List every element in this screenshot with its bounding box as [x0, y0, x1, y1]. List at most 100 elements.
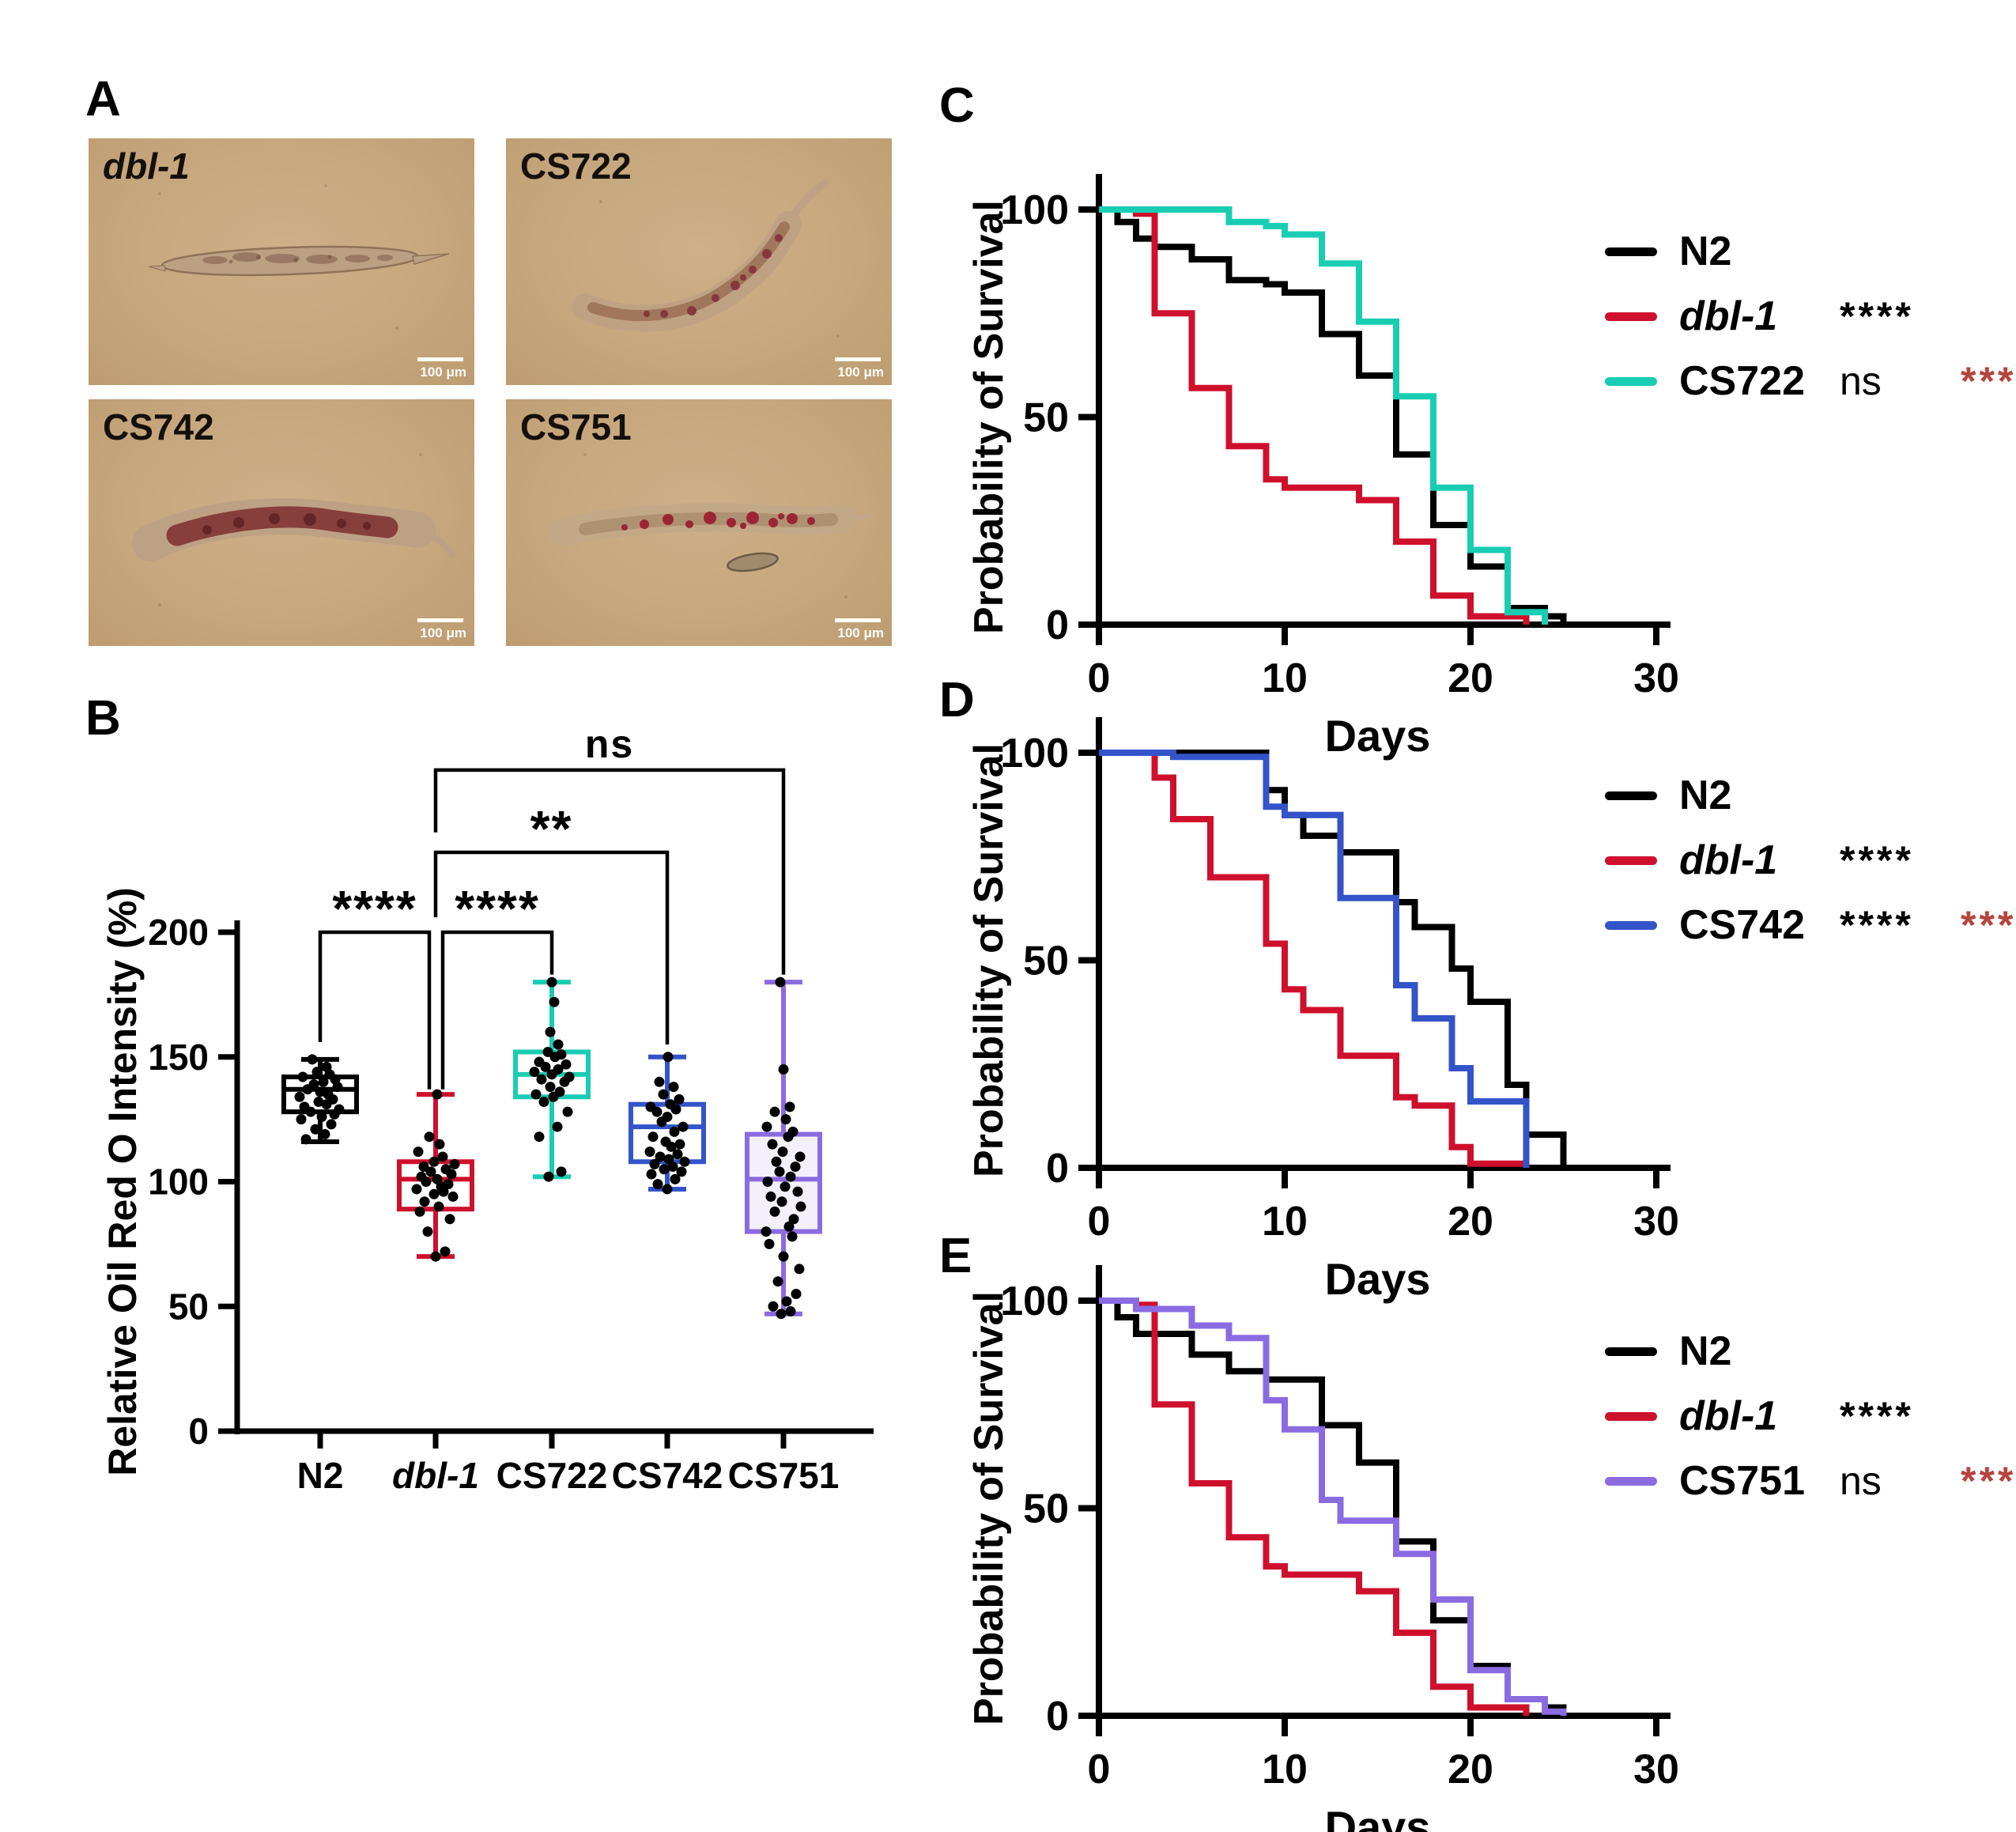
legend-cs722: N2 dbl-1 **** CS722 ns ****: [1605, 231, 2016, 402]
data-point: [543, 1171, 554, 1182]
data-point: [321, 1061, 332, 1072]
y-tick-label: 0: [1046, 1146, 1069, 1192]
data-point: [440, 1246, 451, 1257]
data-point: [299, 1101, 310, 1112]
data-point: [334, 1104, 345, 1115]
data-point: [670, 1173, 681, 1184]
legend-significance: ****: [1840, 838, 1914, 882]
x-category-label: CS751: [728, 1455, 840, 1496]
data-point: [308, 1078, 319, 1090]
data-point: [530, 1089, 542, 1100]
legend-row-dbl-1: dbl-1 ****: [1605, 840, 2016, 881]
x-category-label: N2: [297, 1455, 344, 1496]
data-point: [316, 1111, 327, 1122]
survival-curve-CS742: [1099, 750, 1530, 1168]
data-point: [778, 1064, 789, 1075]
y-tick-label: 50: [1023, 395, 1069, 441]
worm-illustration-cs751: [549, 453, 874, 599]
legend-significance: ****: [1961, 1459, 2016, 1503]
sig-bracket: [433, 850, 670, 1044]
scale-bar: [417, 357, 463, 361]
legend-significance: ns: [1840, 1459, 1882, 1503]
micrograph-label: dbl-1: [103, 145, 190, 187]
data-point: [668, 1082, 679, 1093]
x-tick-label: 30: [1633, 1199, 1679, 1245]
data-point: [678, 1121, 689, 1132]
box-group-CS742: [629, 1052, 706, 1195]
data-point: [432, 1089, 443, 1100]
panel-label-a: A: [85, 72, 121, 127]
legend-significance: ****: [1840, 903, 1914, 947]
data-point: [553, 1039, 564, 1050]
data-point: [310, 1124, 321, 1135]
x-tick-label: 20: [1448, 1747, 1493, 1792]
data-point: [783, 1221, 795, 1232]
x-tick-label: 20: [1448, 655, 1493, 701]
data-point: [556, 1166, 567, 1177]
scale-bar-label: 100 μm: [420, 365, 466, 380]
survival-curve-CS722: [1099, 206, 1548, 625]
data-point: [300, 1134, 311, 1145]
legend-cs751: N2 dbl-1 **** CS751 ns ****: [1605, 1331, 2016, 1501]
survival-curve-dbl-1: [1099, 750, 1530, 1168]
panel-label-e: E: [939, 1229, 972, 1283]
micrograph-cs722: CS722 100 μm: [506, 138, 892, 385]
data-point: [414, 1206, 425, 1217]
data-point: [416, 1171, 427, 1182]
survival-curve-N2: [1099, 206, 1567, 625]
data-point: [662, 1111, 673, 1122]
y-axis-title: Relative Oil Red O Intensity (%): [100, 887, 145, 1476]
data-point: [655, 1151, 666, 1162]
survival-curve-dbl-1: [1099, 206, 1530, 625]
y-tick-label: 100: [1000, 1279, 1069, 1324]
data-point: [765, 1191, 776, 1202]
legend-series-name: N2: [1679, 229, 1732, 274]
y-axis-title: Probability of Survival: [972, 743, 1012, 1177]
y-tick-label: 0: [1046, 602, 1069, 648]
data-point: [564, 1071, 575, 1082]
data-point: [447, 1191, 459, 1202]
data-point: [307, 1054, 318, 1065]
legend-row-dbl-1: dbl-1 ****: [1605, 296, 2016, 337]
data-point: [443, 1179, 454, 1190]
data-point: [774, 1166, 785, 1177]
worm-illustration-cs742: [132, 453, 455, 606]
data-point: [294, 1091, 305, 1102]
data-point: [780, 1181, 791, 1192]
data-point: [669, 1126, 680, 1137]
data-point: [676, 1166, 687, 1177]
data-point: [434, 1139, 445, 1150]
data-point: [553, 1064, 564, 1075]
legend-swatch: [1605, 247, 1657, 256]
x-tick-label: 0: [1088, 655, 1111, 701]
data-point: [649, 1158, 660, 1169]
y-tick-label: 0: [1046, 1694, 1069, 1739]
survival-plot-cs751: 0 50 100 0 10 20 30 Days Probability of Survival: [972, 1265, 1679, 1832]
survival-curve-CS751: [1099, 1298, 1567, 1716]
sig-bracket: [433, 768, 786, 975]
data-point: [787, 1126, 798, 1137]
data-point: [440, 1164, 451, 1175]
data-point: [534, 1056, 545, 1067]
data-point: [778, 1251, 789, 1262]
worm-illustration-cs722: [572, 179, 840, 338]
data-point: [437, 1151, 448, 1162]
data-point: [764, 1238, 775, 1249]
worm-illustration-dbl-1: [148, 184, 450, 330]
data-point: [660, 1136, 671, 1147]
data-point: [794, 1264, 805, 1275]
legend-cs742: N2 dbl-1 **** CS742 **** ****: [1605, 775, 2016, 946]
data-point: [413, 1146, 424, 1158]
scale-bar-label: 100 μm: [837, 365, 884, 380]
box-group-CS722: [513, 976, 591, 1182]
x-axis-title: Days: [1325, 711, 1431, 761]
x-axis-title: Days: [1325, 1802, 1431, 1832]
data-point: [790, 1162, 801, 1173]
legend-row-CS722: CS722 ns ****: [1605, 361, 2016, 402]
data-point: [430, 1251, 441, 1262]
y-tick-label: 100: [148, 1162, 209, 1203]
data-point: [665, 1099, 676, 1110]
y-axis-title: Probability of Survival: [972, 1291, 1012, 1725]
data-point: [654, 1076, 665, 1087]
